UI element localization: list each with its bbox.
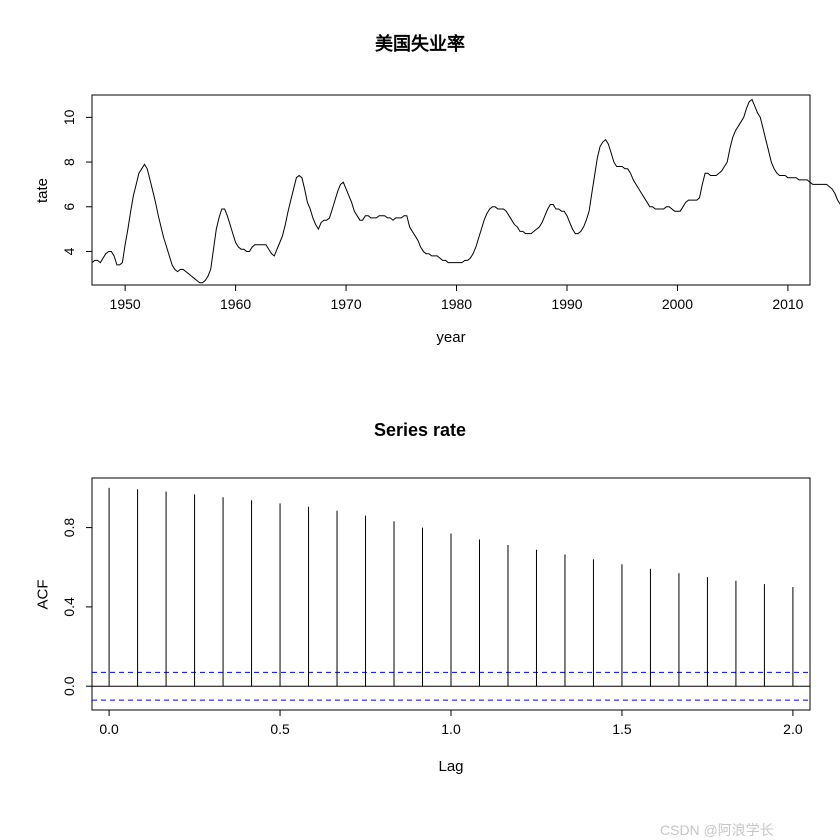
bottom-xtick-label: 2.0 (783, 721, 803, 737)
bottom-xtick-label: 1.0 (441, 721, 461, 737)
bottom-xtick-label: 0.0 (99, 721, 119, 737)
bottom-ytick-label: 0.0 (61, 676, 77, 696)
bottom-xtick-label: 1.5 (612, 721, 632, 737)
bottom-ytick-label: 0.4 (61, 597, 77, 617)
bottom-ytick-label: 0.8 (61, 518, 77, 538)
watermark-text: CSDN @阿浪学长 (660, 820, 774, 840)
acf-chart: 0.0 0.5 1.0 1.5 2.0 0.0 0.4 0.8 (0, 0, 840, 780)
bottom-xtick-label: 0.5 (270, 721, 290, 737)
